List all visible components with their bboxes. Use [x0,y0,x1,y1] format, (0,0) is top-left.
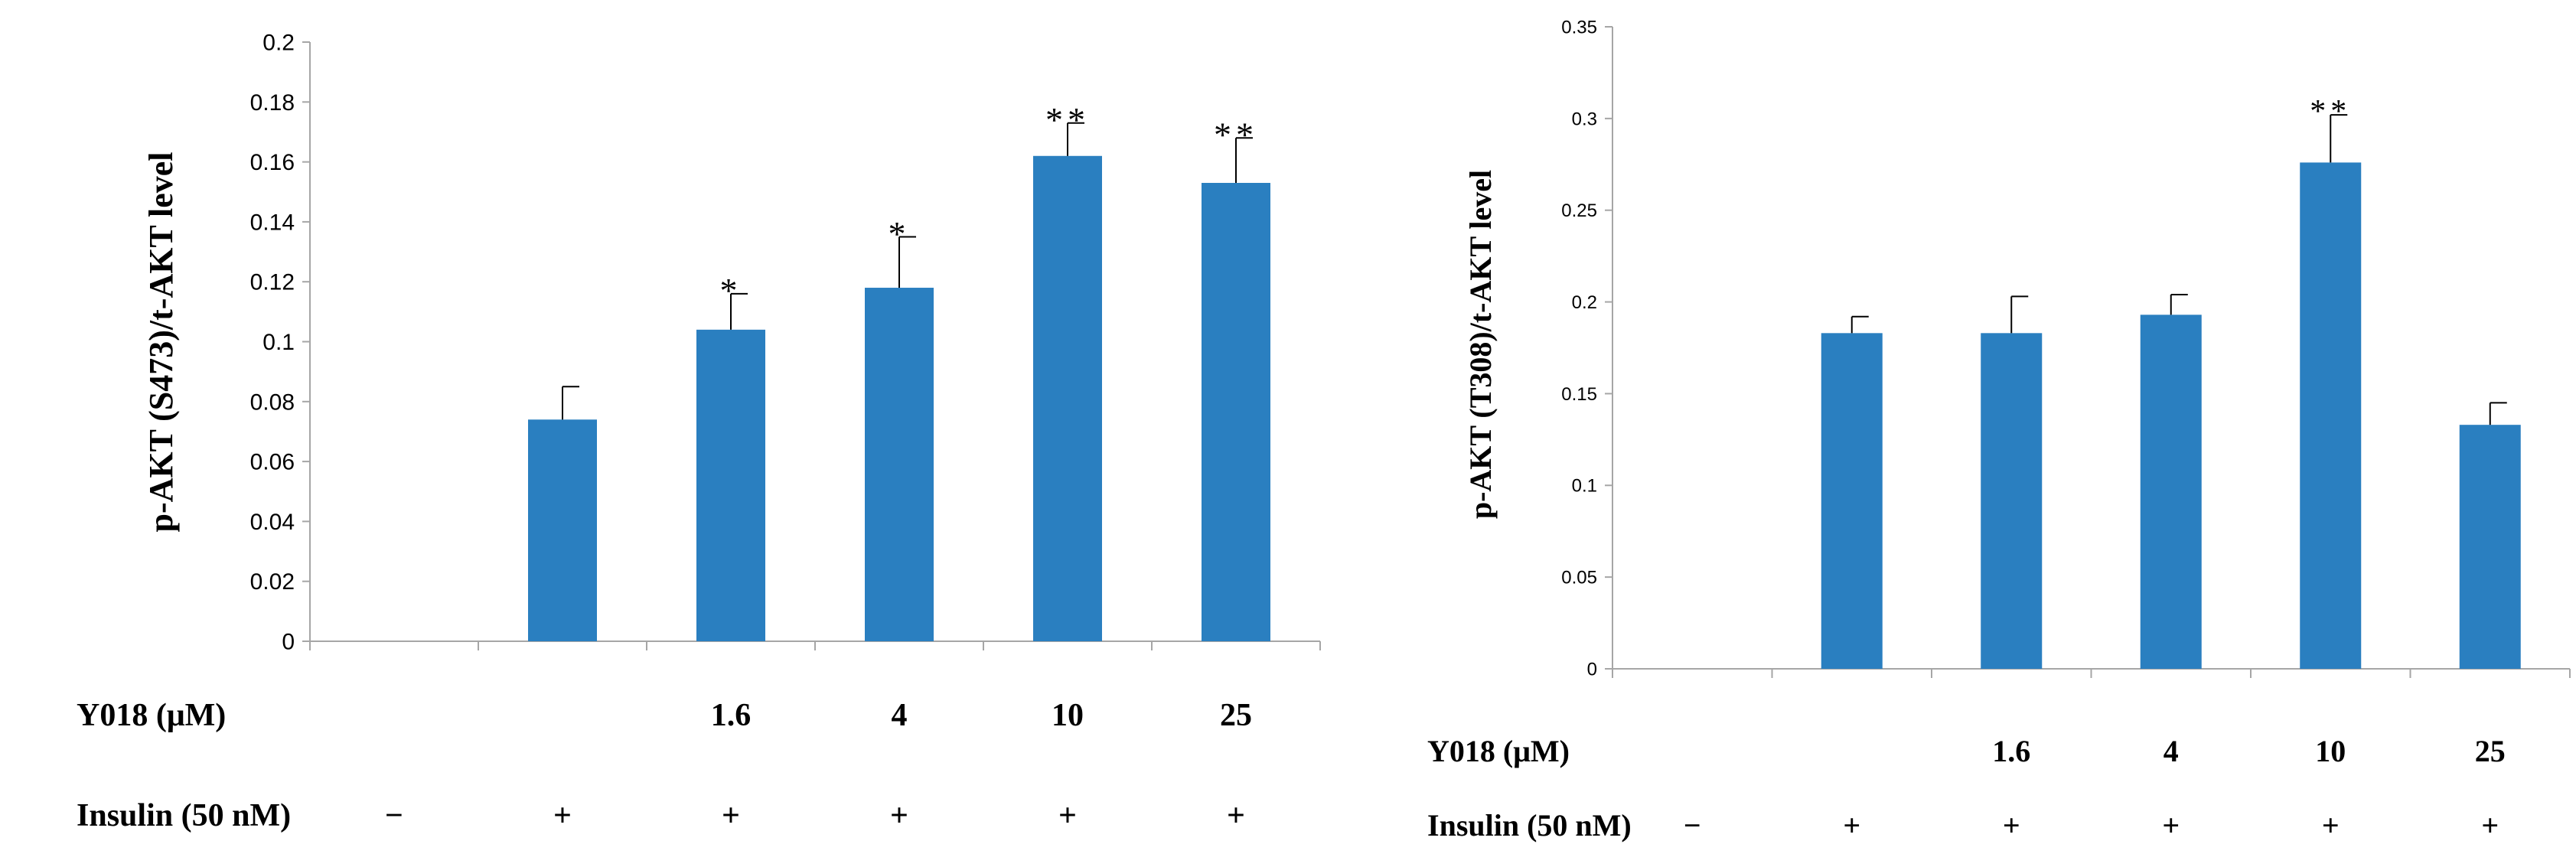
bar [1202,183,1270,641]
bar [2300,162,2362,670]
row-value: 4 [892,698,908,733]
row-value: + [1058,798,1077,833]
row-value: 1.6 [1992,734,2030,768]
y-tick-label: 0.2 [1572,292,1597,313]
row-label: Insulin (50 nM) [1427,808,1632,843]
row-value: + [1227,798,1245,833]
row-value: + [890,798,908,833]
y-tick-label: 0.2 [262,31,295,56]
y-tick-label: 0.06 [250,450,295,475]
row-value: 4 [2164,734,2179,768]
bar [1821,333,1883,669]
y-tick-label: 0.04 [250,510,295,535]
row-value: 25 [2475,734,2506,768]
row-value: + [1843,808,1860,843]
row-value: + [2322,808,2340,843]
row-value: + [722,798,740,833]
y-tick-label: 0.14 [250,210,295,235]
row-value: + [2003,808,2020,843]
significance-marker: * [889,214,911,253]
bar [2140,315,2202,669]
bar [528,419,597,641]
y-axis-title: p-AKT (T308)/t-AKT level [1463,170,1498,519]
row-value: + [2162,808,2180,843]
y-tick-label: 0.05 [1561,568,1597,588]
row-value: 10 [2315,734,2346,768]
chart-t308: 0 0.05 0.1 0.15 0.2 0.25 0.3 0.35 p-AKT (T308)/t… [1427,17,2571,843]
bar [1981,333,2043,669]
y-axis-title: p-AKT (S473)/t-AKT level [142,152,180,532]
significance-marker: ** [2310,94,2351,129]
bar [865,288,934,641]
row-label: Y018 (μM) [77,698,226,733]
significance-marker: ** [1214,116,1258,155]
y-tick-label: 0.35 [1561,17,1597,37]
row-value: + [553,798,572,833]
row-value: 10 [1052,698,1084,733]
y-tick-label: 0.25 [1561,200,1597,221]
row-value: − [1684,808,1701,843]
y-tick-label: 0.1 [1572,476,1597,497]
row-value: 25 [1220,698,1252,733]
bar [696,329,765,641]
y-tick-label: 0.1 [262,330,295,355]
y-tick-label: 0.18 [250,90,295,116]
row-value: 1.6 [711,698,752,733]
bar [2459,425,2521,669]
significance-marker: ** [1045,100,1090,139]
row-value: + [2481,808,2499,843]
y-tick-label: 0.02 [250,569,295,595]
chart-s473: 0 0.02 0.04 0.06 0.08 0.1 0.12 0.14 0.16 0.18 0.2 p… [77,31,1321,833]
y-tick-label: 0.15 [1561,384,1597,405]
y-tick-label: 0 [1587,659,1597,680]
y-tick-label: 0.16 [250,150,295,175]
row-label: Y018 (μM) [1427,734,1570,768]
bar [1033,155,1102,641]
y-tick-label: 0.08 [250,389,295,415]
row-value: − [385,798,403,833]
row-label: Insulin (50 nM) [77,798,291,833]
y-tick-label: 0.3 [1572,109,1597,129]
y-tick-label: 0 [282,630,295,655]
significance-marker: * [720,271,742,310]
y-tick-label: 0.12 [250,270,295,295]
